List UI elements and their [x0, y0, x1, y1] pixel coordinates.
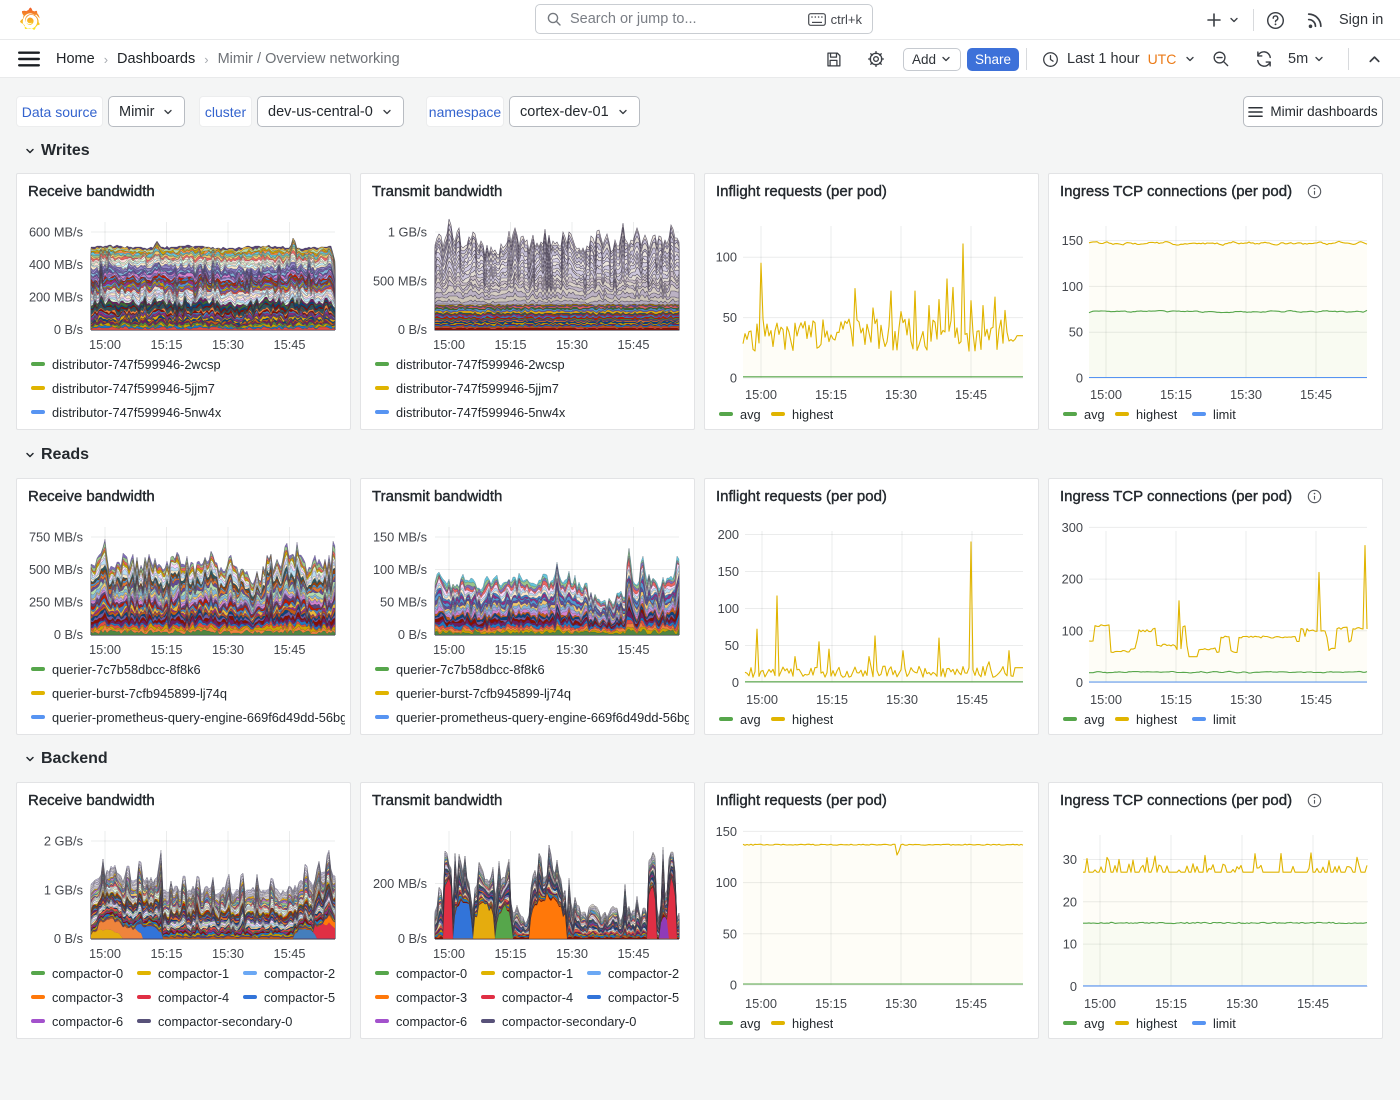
svg-text:50: 50	[1069, 325, 1083, 340]
svg-text:100 MB/s: 100 MB/s	[373, 562, 427, 577]
svg-text:15:45: 15:45	[955, 996, 987, 1011]
svg-text:15:30: 15:30	[212, 642, 244, 657]
svg-text:15:30: 15:30	[1226, 996, 1258, 1011]
svg-text:15:15: 15:15	[150, 946, 182, 961]
svg-text:15:00: 15:00	[89, 946, 121, 961]
svg-text:2 GB/s: 2 GB/s	[44, 834, 83, 849]
svg-text:15:30: 15:30	[556, 946, 588, 961]
svg-text:15:45: 15:45	[1300, 387, 1332, 402]
svg-text:15:45: 15:45	[273, 642, 305, 657]
svg-text:0: 0	[1070, 979, 1077, 994]
svg-text:15:15: 15:15	[494, 946, 526, 961]
svg-text:15:00: 15:00	[1090, 387, 1122, 402]
svg-text:0: 0	[732, 675, 739, 690]
svg-text:15:00: 15:00	[1090, 692, 1122, 707]
svg-text:15:15: 15:15	[815, 387, 847, 402]
svg-text:15:00: 15:00	[745, 387, 777, 402]
svg-text:20: 20	[1063, 894, 1077, 909]
svg-text:1 GB/s: 1 GB/s	[388, 225, 427, 240]
svg-text:10: 10	[1063, 937, 1077, 952]
svg-text:50 MB/s: 50 MB/s	[380, 595, 427, 610]
svg-text:15:00: 15:00	[89, 337, 121, 352]
svg-text:0: 0	[1076, 371, 1083, 386]
svg-text:0 B/s: 0 B/s	[398, 322, 427, 337]
svg-text:0 B/s: 0 B/s	[54, 931, 83, 946]
svg-text:15:45: 15:45	[617, 946, 649, 961]
svg-text:15:30: 15:30	[212, 946, 244, 961]
svg-text:15:00: 15:00	[746, 692, 778, 707]
svg-text:0: 0	[730, 371, 737, 386]
svg-text:50: 50	[723, 310, 737, 325]
svg-text:150 MB/s: 150 MB/s	[373, 530, 427, 545]
svg-text:200: 200	[718, 527, 739, 542]
svg-text:15:45: 15:45	[617, 642, 649, 657]
svg-text:15:15: 15:15	[1160, 387, 1192, 402]
svg-text:200 MB/s: 200 MB/s	[373, 876, 427, 891]
svg-text:15:30: 15:30	[556, 337, 588, 352]
svg-text:50: 50	[723, 926, 737, 941]
svg-text:15:30: 15:30	[885, 996, 917, 1011]
svg-text:15:00: 15:00	[433, 337, 465, 352]
svg-text:15:45: 15:45	[955, 387, 987, 402]
svg-text:0: 0	[1076, 675, 1083, 690]
svg-text:15:15: 15:15	[1160, 692, 1192, 707]
svg-text:0 B/s: 0 B/s	[54, 322, 83, 337]
svg-text:15:00: 15:00	[433, 946, 465, 961]
svg-text:15:00: 15:00	[433, 642, 465, 657]
svg-text:15:15: 15:15	[150, 337, 182, 352]
svg-text:15:45: 15:45	[617, 337, 649, 352]
svg-text:15:30: 15:30	[1230, 387, 1262, 402]
svg-text:150: 150	[1062, 233, 1083, 248]
svg-text:750 MB/s: 750 MB/s	[29, 530, 83, 545]
svg-text:15:15: 15:15	[816, 692, 848, 707]
svg-text:15:45: 15:45	[1297, 996, 1329, 1011]
svg-text:150: 150	[718, 564, 739, 579]
svg-text:15:00: 15:00	[89, 642, 121, 657]
svg-text:15:15: 15:15	[815, 996, 847, 1011]
svg-text:15:15: 15:15	[494, 337, 526, 352]
svg-text:0: 0	[730, 978, 737, 993]
svg-text:30: 30	[1063, 852, 1077, 867]
svg-text:15:45: 15:45	[956, 692, 988, 707]
svg-text:15:15: 15:15	[150, 642, 182, 657]
svg-text:15:30: 15:30	[886, 692, 918, 707]
svg-text:200 MB/s: 200 MB/s	[29, 290, 83, 305]
svg-text:100: 100	[718, 601, 739, 616]
svg-text:100: 100	[716, 250, 737, 265]
svg-text:0 B/s: 0 B/s	[54, 627, 83, 642]
svg-text:500 MB/s: 500 MB/s	[373, 273, 427, 288]
svg-text:100: 100	[1062, 623, 1083, 638]
svg-text:100: 100	[716, 875, 737, 890]
svg-text:15:45: 15:45	[273, 337, 305, 352]
svg-text:300: 300	[1062, 520, 1083, 535]
svg-text:600 MB/s: 600 MB/s	[29, 225, 83, 240]
svg-text:0 B/s: 0 B/s	[398, 627, 427, 642]
svg-text:50: 50	[725, 638, 739, 653]
svg-text:15:45: 15:45	[1300, 692, 1332, 707]
svg-text:15:15: 15:15	[1155, 996, 1187, 1011]
svg-text:15:30: 15:30	[1230, 692, 1262, 707]
svg-text:250 MB/s: 250 MB/s	[29, 595, 83, 610]
svg-text:150: 150	[716, 824, 737, 839]
svg-text:15:45: 15:45	[273, 946, 305, 961]
svg-text:200: 200	[1062, 572, 1083, 587]
svg-text:15:30: 15:30	[556, 642, 588, 657]
svg-text:1 GB/s: 1 GB/s	[44, 882, 83, 897]
svg-text:15:30: 15:30	[885, 387, 917, 402]
svg-text:15:00: 15:00	[745, 996, 777, 1011]
svg-text:0 B/s: 0 B/s	[398, 931, 427, 946]
svg-text:15:15: 15:15	[494, 642, 526, 657]
svg-text:100: 100	[1062, 279, 1083, 294]
svg-text:15:00: 15:00	[1084, 996, 1116, 1011]
svg-text:400 MB/s: 400 MB/s	[29, 257, 83, 272]
svg-text:15:30: 15:30	[212, 337, 244, 352]
svg-text:500 MB/s: 500 MB/s	[29, 562, 83, 577]
